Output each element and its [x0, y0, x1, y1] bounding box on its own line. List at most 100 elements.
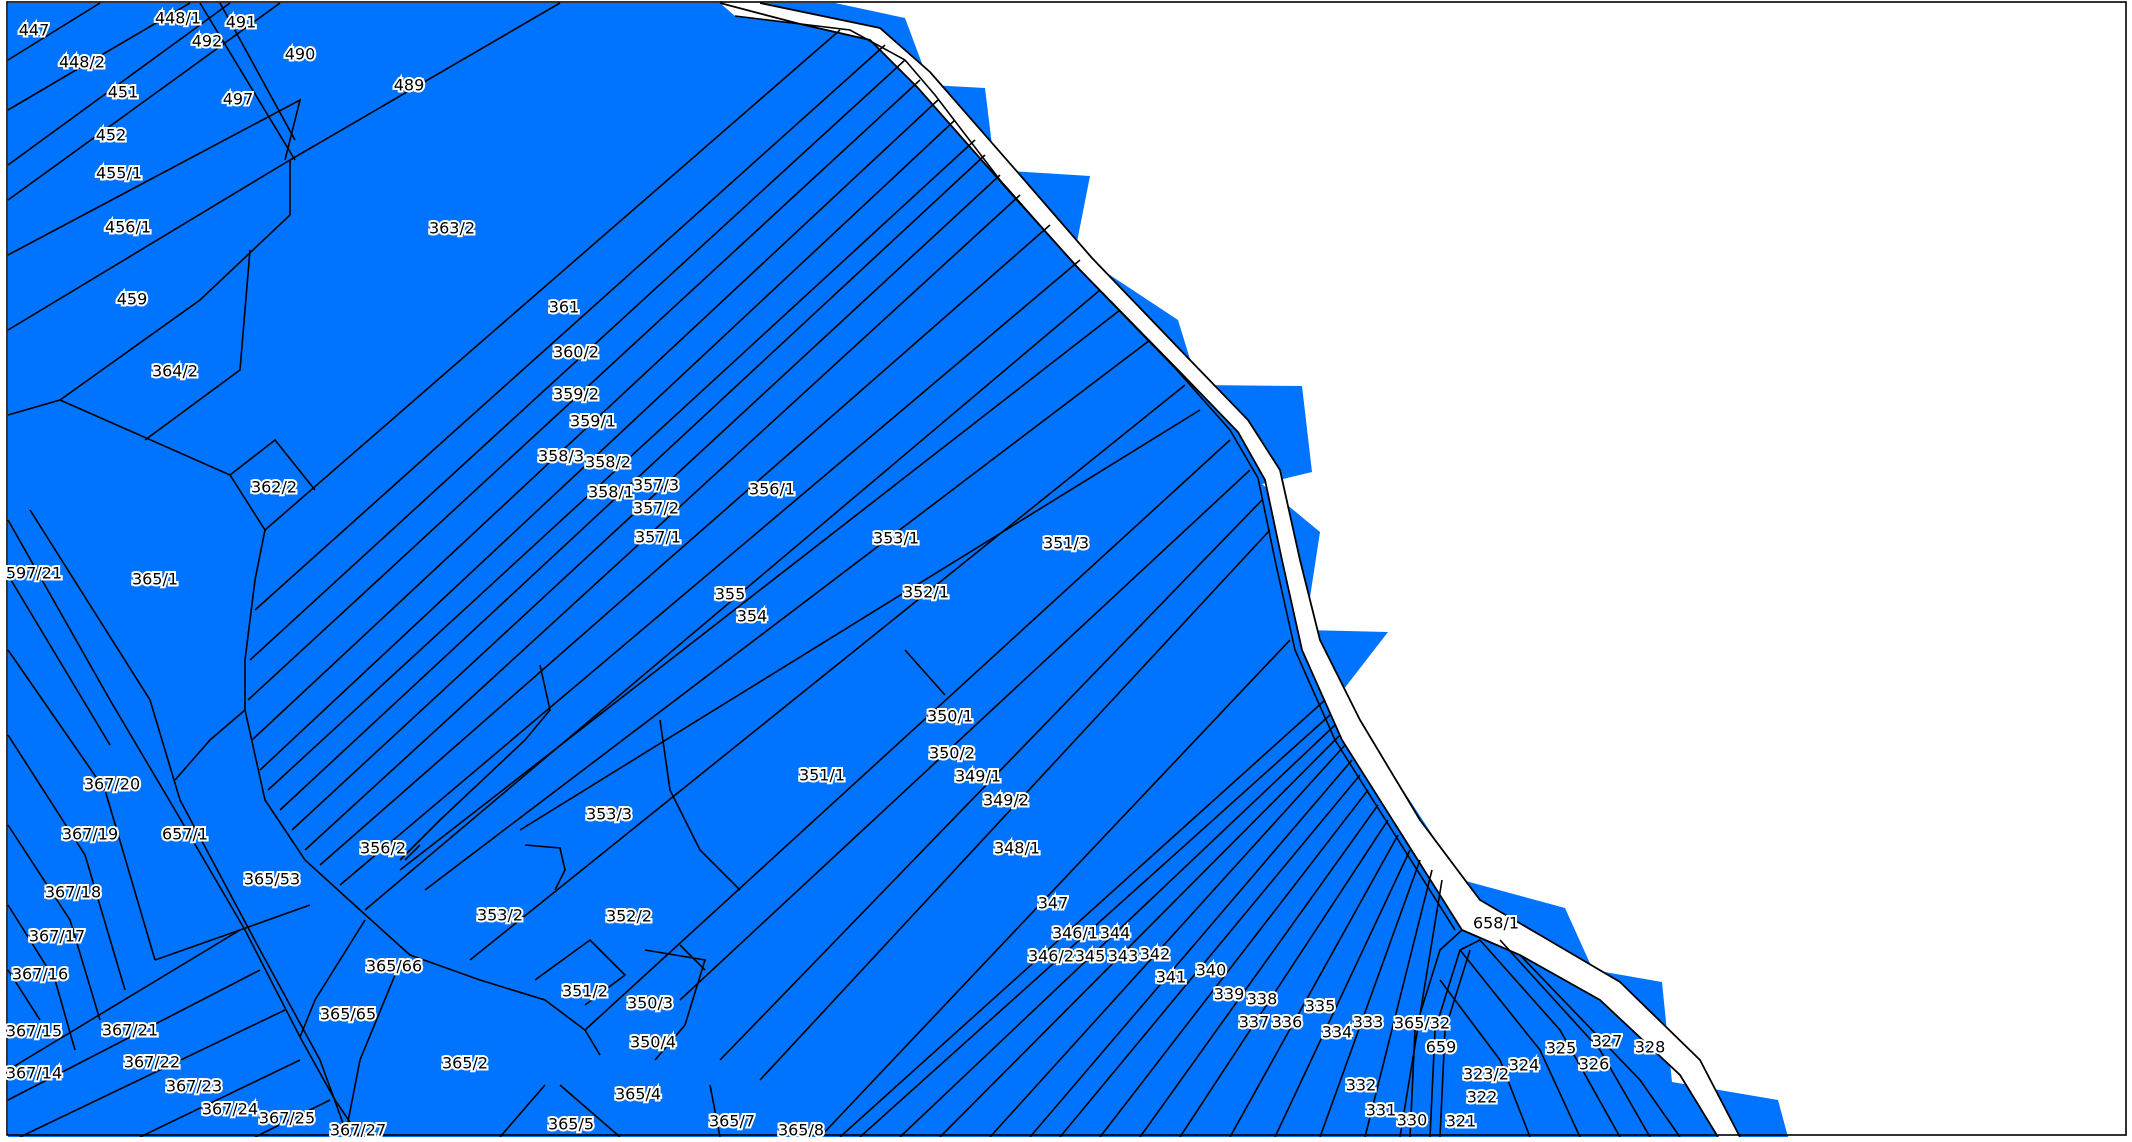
parcel-label: 365/65 [320, 1005, 376, 1024]
parcel-label: 367/14 [6, 1064, 62, 1083]
parcel-label: 330 [1397, 1111, 1428, 1130]
parcel-label: 367/24 [202, 1100, 258, 1119]
parcel-label: 340 [1196, 961, 1227, 980]
parcel-label: 365/2 [442, 1054, 488, 1073]
parcel-label: 362/2 [251, 478, 297, 497]
parcel-label: 492 [192, 32, 223, 51]
parcel-label: 346/1 [1052, 924, 1098, 943]
parcel-label: 336 [1272, 1013, 1303, 1032]
parcel-label: 357/2 [633, 499, 679, 518]
parcel-label: 360/2 [553, 343, 599, 362]
parcel-label: 365/66 [366, 957, 422, 976]
parcel-label: 321 [1446, 1112, 1477, 1131]
parcel-label: 448/2 [59, 53, 105, 72]
road-inner-edge [719, 2, 1719, 1138]
parcel-label: 365/7 [709, 1112, 755, 1131]
parcel-label: 361 [549, 298, 580, 317]
parcel-label: 331 [1366, 1101, 1397, 1120]
road-outer-edge [759, 2, 1741, 1138]
parcel-label: 353/3 [586, 805, 632, 824]
parcel-label: 367/23 [166, 1077, 222, 1096]
parcel-label: 367/21 [102, 1021, 158, 1040]
parcel-label: 367/15 [6, 1022, 62, 1041]
parcel-label: 367/17 [29, 927, 85, 946]
parcel-label: 367/20 [84, 775, 140, 794]
parcel-label: 659 [1426, 1038, 1457, 1057]
parcel-label: 356/1 [749, 480, 795, 499]
road-curb [734, 15, 1456, 931]
map-border [6, 1, 2127, 1136]
parcel-label: 349/2 [983, 791, 1029, 810]
parcel-label: 348/1 [994, 839, 1040, 858]
parcel-label: 357/3 [633, 476, 679, 495]
parcel-label: 338 [1247, 990, 1278, 1009]
parcel-label: 367/19 [62, 825, 118, 844]
parcel-label: 597/21 [6, 564, 62, 583]
parcel-label: 365/4 [615, 1085, 661, 1104]
parcel-label: 455/1 [96, 164, 142, 183]
parcel-label: 459 [117, 290, 148, 309]
parcel-label: 497 [223, 90, 254, 109]
parcel-boundaries [6, 1, 2127, 1138]
parcel-label: 354 [737, 607, 768, 626]
parcel-label: 365/1 [132, 570, 178, 589]
parcel-label: 448/1 [155, 9, 201, 28]
parcel-label: 359/1 [570, 412, 616, 431]
parcel-label: 356/2 [360, 839, 406, 858]
parcel-label: 325 [1546, 1039, 1577, 1058]
parcel-label: 350/4 [630, 1033, 676, 1052]
parcel-label: 333 [1353, 1013, 1384, 1032]
parcel-label: 452 [96, 126, 127, 145]
parcel-label: 344 [1100, 924, 1131, 943]
parcel-label: 346/2 [1028, 947, 1074, 966]
parcel-label: 328 [1635, 1038, 1666, 1057]
parcel-label: 365/32 [1394, 1014, 1450, 1033]
parcel-label: 332 [1346, 1076, 1377, 1095]
parcel-label: 351/2 [562, 982, 608, 1001]
parcel-label: 367/27 [330, 1121, 386, 1138]
parcel-label: 327 [1592, 1032, 1623, 1051]
parcel-label: 489 [394, 76, 425, 95]
parcel-label: 367/22 [124, 1053, 180, 1072]
parcel-label: 341 [1156, 968, 1187, 987]
parcel-label: 358/1 [588, 483, 634, 502]
parcel-label: 365/5 [548, 1115, 594, 1134]
parcel-label: 365/53 [244, 870, 300, 889]
parcel-label: 364/2 [152, 362, 198, 381]
parcel-label: 363/2 [429, 219, 475, 238]
parcel-label: 351/1 [799, 766, 845, 785]
parcel-label: 491 [226, 13, 257, 32]
parcel-label: 456/1 [105, 218, 151, 237]
parcel-label: 490 [285, 45, 316, 64]
parcel-label: 358/3 [538, 447, 584, 466]
parcel-label: 324 [1509, 1056, 1540, 1075]
parcel-label: 367/16 [12, 965, 68, 984]
parcel-label: 352/1 [903, 583, 949, 602]
parcel-label: 367/25 [259, 1109, 315, 1128]
parcel-label: 350/3 [627, 994, 673, 1013]
parcel-label: 334 [1322, 1023, 1353, 1042]
parcel-label: 342 [1140, 945, 1171, 964]
parcel-label: 335 [1305, 997, 1336, 1016]
parcel-label: 355 [715, 585, 746, 604]
parcel-label: 337 [1239, 1013, 1270, 1032]
parcel-label: 447 [19, 21, 50, 40]
parcel-label: 367/18 [45, 883, 101, 902]
parcel-label: 349/1 [955, 767, 1001, 786]
parcel-label: 365/8 [778, 1121, 824, 1138]
parcel-label: 347 [1038, 894, 1069, 913]
parcel-label: 351/3 [1043, 534, 1089, 553]
parcel-label: 350/1 [927, 707, 973, 726]
parcel-label: 322 [1467, 1088, 1498, 1107]
parcel-label: 343 [1108, 947, 1139, 966]
parcel-label: 657/1 [162, 825, 208, 844]
parcel-label: 323/2 [1463, 1065, 1509, 1084]
road-strip [720, 3, 1740, 1137]
parcel-label: 353/1 [873, 529, 919, 548]
parcel-label: 451 [108, 83, 139, 102]
parcel-label: 658/1 [1473, 914, 1519, 933]
parcel-label: 353/2 [477, 906, 523, 925]
